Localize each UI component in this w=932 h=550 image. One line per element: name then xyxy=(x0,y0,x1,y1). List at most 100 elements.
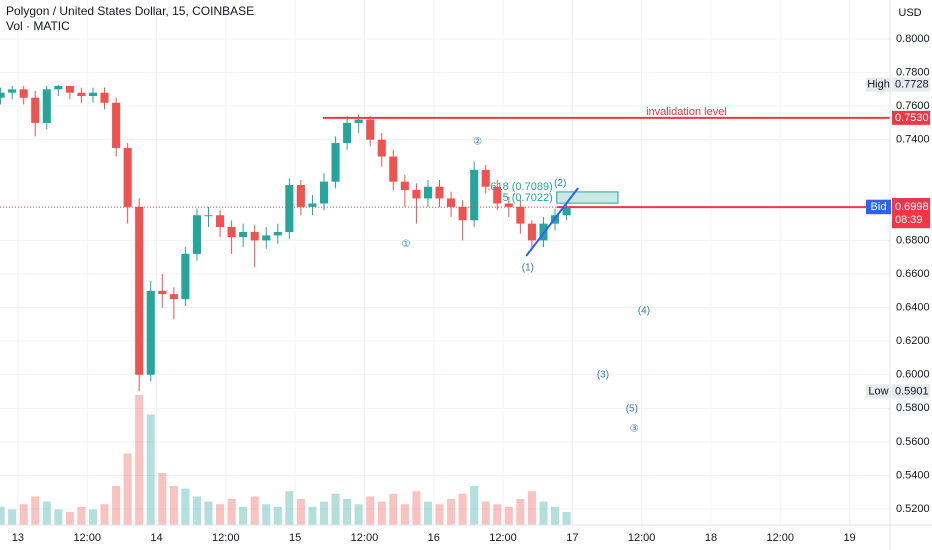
volume-bar xyxy=(123,453,132,525)
volume-title: Vol · MATIC xyxy=(6,19,70,33)
fib-label: .618 (0.7089) xyxy=(487,181,552,193)
currency[interactable]: USD xyxy=(898,7,921,19)
candle-body xyxy=(112,102,121,149)
candle-body xyxy=(31,97,40,123)
candle-body xyxy=(123,148,132,207)
wave-label: ③ xyxy=(630,423,639,434)
candle-body xyxy=(366,119,375,140)
candle-body xyxy=(516,206,525,224)
candle-body xyxy=(412,190,421,199)
volume-bar xyxy=(296,499,305,525)
price-badge-label: 0.5901 xyxy=(895,385,929,397)
volume-bar xyxy=(146,414,155,525)
volume-bar xyxy=(319,501,329,525)
volume-bar xyxy=(204,501,213,525)
volume-bar xyxy=(169,486,178,525)
volume-bar xyxy=(354,504,363,525)
countdown: 08:39 xyxy=(895,214,923,226)
candle-body xyxy=(216,215,225,227)
candle-body xyxy=(192,215,201,254)
y-tick-label: 0.5800 xyxy=(896,402,930,414)
y-tick-label: 0.6600 xyxy=(896,268,930,280)
wave-label: (5) xyxy=(626,403,638,414)
volume-bar xyxy=(100,504,109,525)
candle-body xyxy=(169,294,178,300)
candle-body xyxy=(470,169,479,221)
x-tick-label: 17 xyxy=(566,532,578,544)
volume-bar xyxy=(0,506,5,525)
volume-bar xyxy=(550,506,560,525)
x-tick-label: 12:00 xyxy=(489,532,517,544)
volume-bar xyxy=(447,499,456,525)
candle-body xyxy=(65,85,74,93)
candle-body xyxy=(8,89,17,93)
y-tick-label: 0.6800 xyxy=(896,234,930,246)
candle-body xyxy=(0,92,5,98)
candle-body xyxy=(447,198,456,207)
candle-body xyxy=(285,185,294,233)
volume-bar xyxy=(493,504,502,525)
y-tick-label: 0.5600 xyxy=(896,436,930,448)
candle-body xyxy=(88,92,98,97)
price-tag xyxy=(866,384,891,399)
x-tick-label: 19 xyxy=(843,532,855,544)
chart-title: Polygon / United States Dollar, 15, COIN… xyxy=(6,4,254,18)
candle-body xyxy=(458,206,467,221)
price-badge-label: 0.7728 xyxy=(895,79,929,91)
y-tick-label: 0.6200 xyxy=(896,335,930,347)
currency-button[interactable] xyxy=(891,2,931,24)
volume-bar xyxy=(88,509,98,525)
volume-bar xyxy=(470,486,479,525)
candle-body xyxy=(562,207,571,216)
candle-body xyxy=(54,85,63,90)
y-tick-label: 0.5400 xyxy=(896,469,930,481)
wave-label: ② xyxy=(473,136,482,147)
candle-body xyxy=(19,89,28,98)
volume-bar xyxy=(539,501,548,525)
y-tick-label: 0.7600 xyxy=(896,100,930,112)
candle-body xyxy=(239,232,248,238)
y-tick-label: 0.8000 xyxy=(896,33,930,45)
volume-bar xyxy=(112,486,121,525)
volume-bar xyxy=(239,506,248,525)
volume-bar xyxy=(562,512,571,525)
volume-bar xyxy=(77,506,86,525)
candle-body xyxy=(343,122,352,144)
volume-bar xyxy=(42,501,51,525)
price-tag-label: Bid xyxy=(871,201,887,213)
volume-bar xyxy=(262,504,271,525)
volume-bar xyxy=(516,499,525,525)
volume-bar xyxy=(273,506,282,525)
x-tick-label: 12:00 xyxy=(73,532,101,544)
volume-bar xyxy=(8,509,17,525)
wave-label: (2) xyxy=(554,178,566,189)
candle-body xyxy=(100,92,109,103)
wave-label: (4) xyxy=(638,306,650,317)
fib-label: 5 (0.7022) xyxy=(503,192,553,204)
price-badge xyxy=(892,110,930,125)
volume-bar xyxy=(377,501,386,525)
candle-body xyxy=(296,185,305,207)
candle-body xyxy=(319,181,329,204)
axes: 0.8000 0.7800 0.7600 0.7400 0.6800 0.6600 0.64… xyxy=(12,33,930,544)
candle-body xyxy=(435,186,444,199)
volume-bar xyxy=(158,473,167,525)
candle-body xyxy=(308,203,317,207)
level-label: invalidation level xyxy=(646,106,727,118)
candle-body xyxy=(181,253,190,300)
trendline xyxy=(525,187,579,257)
price-tag xyxy=(866,77,891,92)
candle-body xyxy=(377,139,386,157)
candle-body xyxy=(262,235,271,241)
candle-body xyxy=(146,290,155,375)
volume-bar xyxy=(19,504,28,525)
candle-body xyxy=(273,232,282,236)
price-tag-label: High xyxy=(867,79,890,91)
volume-bar xyxy=(65,512,74,525)
candle-body xyxy=(331,143,340,182)
volume-bar xyxy=(458,493,467,525)
volume-bar xyxy=(389,493,398,525)
y-tick-label: 0.6000 xyxy=(896,369,930,381)
candle-body xyxy=(158,290,167,295)
x-tick-label: 15 xyxy=(289,532,301,544)
